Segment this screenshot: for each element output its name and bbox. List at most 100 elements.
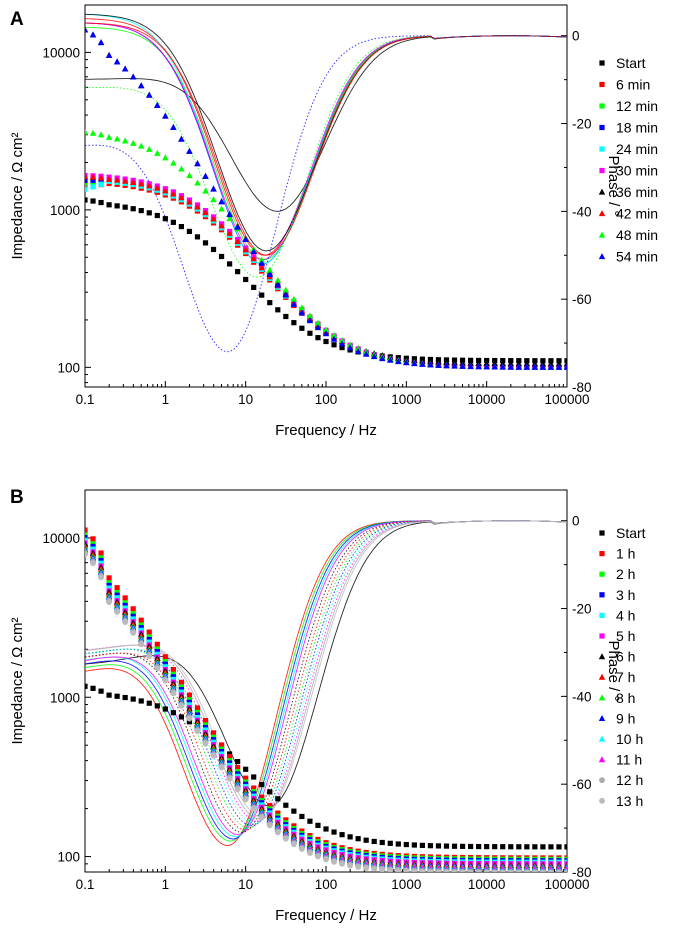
impedance-point (186, 702, 193, 708)
impedance-point (154, 212, 160, 219)
impedance-point (331, 858, 337, 865)
impedance-series-Start (85, 197, 567, 364)
impedance-point (130, 616, 136, 622)
impedance-point (202, 209, 209, 216)
impedance-point (291, 320, 297, 326)
legend-marker (598, 673, 606, 680)
impedance-point (97, 39, 105, 46)
impedance-point (202, 172, 209, 179)
impedance-point (523, 360, 531, 367)
impedance-point (250, 255, 257, 262)
impedance-point (419, 360, 426, 367)
impedance-point (178, 714, 184, 720)
impedance-point (146, 639, 152, 645)
impedance-point (387, 356, 394, 363)
impedance-point (371, 353, 378, 360)
impedance-point (539, 360, 547, 367)
impedance-point (218, 253, 225, 260)
impedance-point (274, 281, 281, 288)
impedance-point (307, 330, 313, 336)
impedance-point (267, 789, 273, 795)
impedance-point (564, 861, 567, 867)
impedance-point (548, 844, 554, 850)
impedance-point (427, 869, 434, 872)
x-tick-label: 10 (238, 877, 253, 892)
legend-label: 1 h (616, 546, 635, 562)
impedance-point (154, 649, 160, 655)
legend-label: 3 h (616, 587, 635, 603)
y2-tick-label: -20 (572, 602, 592, 617)
y2-tick-label: -40 (572, 689, 592, 704)
impedance-point (210, 730, 217, 736)
impedance-point (106, 599, 112, 606)
legend-marker (598, 694, 606, 701)
legend-label: 4 h (616, 607, 635, 623)
impedance-point (85, 532, 88, 538)
impedance-point (275, 810, 281, 816)
y2-tick-label: -40 (572, 204, 592, 219)
impedance-point (89, 129, 97, 136)
impedance-point (162, 664, 168, 670)
x-tick-label: 100000 (544, 877, 589, 892)
impedance-point (306, 312, 314, 319)
impedance-point (266, 822, 273, 829)
legend-marker (598, 253, 606, 260)
impedance-point (113, 176, 121, 183)
impedance-point (547, 363, 555, 370)
impedance-point (492, 844, 498, 850)
impedance-point (90, 685, 96, 691)
impedance-point (346, 344, 354, 351)
impedance-point (85, 540, 88, 546)
impedance-point (138, 641, 145, 648)
impedance-point (387, 840, 393, 846)
legend-marker (599, 612, 605, 618)
y-tick-label: 1000 (50, 203, 80, 218)
legend-label: 10 h (616, 731, 643, 747)
impedance-point (282, 835, 289, 842)
impedance-point (114, 693, 120, 699)
phase-line-18-min (85, 22, 567, 265)
impedance-point (283, 802, 289, 808)
impedance-point (98, 555, 104, 561)
impedance-point (556, 844, 562, 850)
impedance-point (106, 692, 112, 698)
impedance-point (443, 843, 450, 849)
impedance-point (491, 360, 498, 367)
impedance-point (210, 739, 217, 745)
impedance-point (540, 869, 546, 872)
impedance-point (322, 330, 330, 337)
impedance-point (170, 674, 176, 680)
impedance-point (339, 860, 345, 867)
impedance-point (395, 867, 402, 872)
impedance-point (162, 112, 169, 119)
impedance-point (491, 869, 498, 872)
impedance-point (186, 228, 193, 235)
impedance-point (170, 190, 177, 197)
impedance-point (162, 187, 169, 194)
impedance-point (443, 869, 450, 872)
impedance-point (427, 361, 434, 368)
impedance-point (226, 775, 233, 782)
impedance-point (307, 818, 313, 824)
y2-axis-title: Phase / ° (605, 640, 622, 701)
impedance-point (298, 309, 306, 316)
phase-line-1-h (85, 520, 567, 846)
impedance-point (299, 813, 305, 820)
impedance-point (146, 653, 153, 660)
impedance-point (97, 131, 105, 138)
impedance-point (138, 698, 144, 704)
x-tick-label: 0.1 (76, 392, 95, 407)
impedance-point (85, 551, 88, 558)
panel-letter: A (10, 9, 24, 30)
impedance-series-12-h (85, 550, 567, 872)
y2-tick-label: -80 (572, 865, 592, 880)
impedance-point (290, 295, 298, 302)
impedance-point (130, 630, 137, 636)
y-tick-label: 1000 (50, 690, 80, 705)
impedance-point (291, 808, 297, 814)
impedance-point (162, 216, 168, 222)
impedance-point (114, 203, 120, 209)
impedance-point (468, 843, 474, 850)
impedance-point (210, 752, 217, 759)
impedance-series-11-h (85, 548, 567, 872)
